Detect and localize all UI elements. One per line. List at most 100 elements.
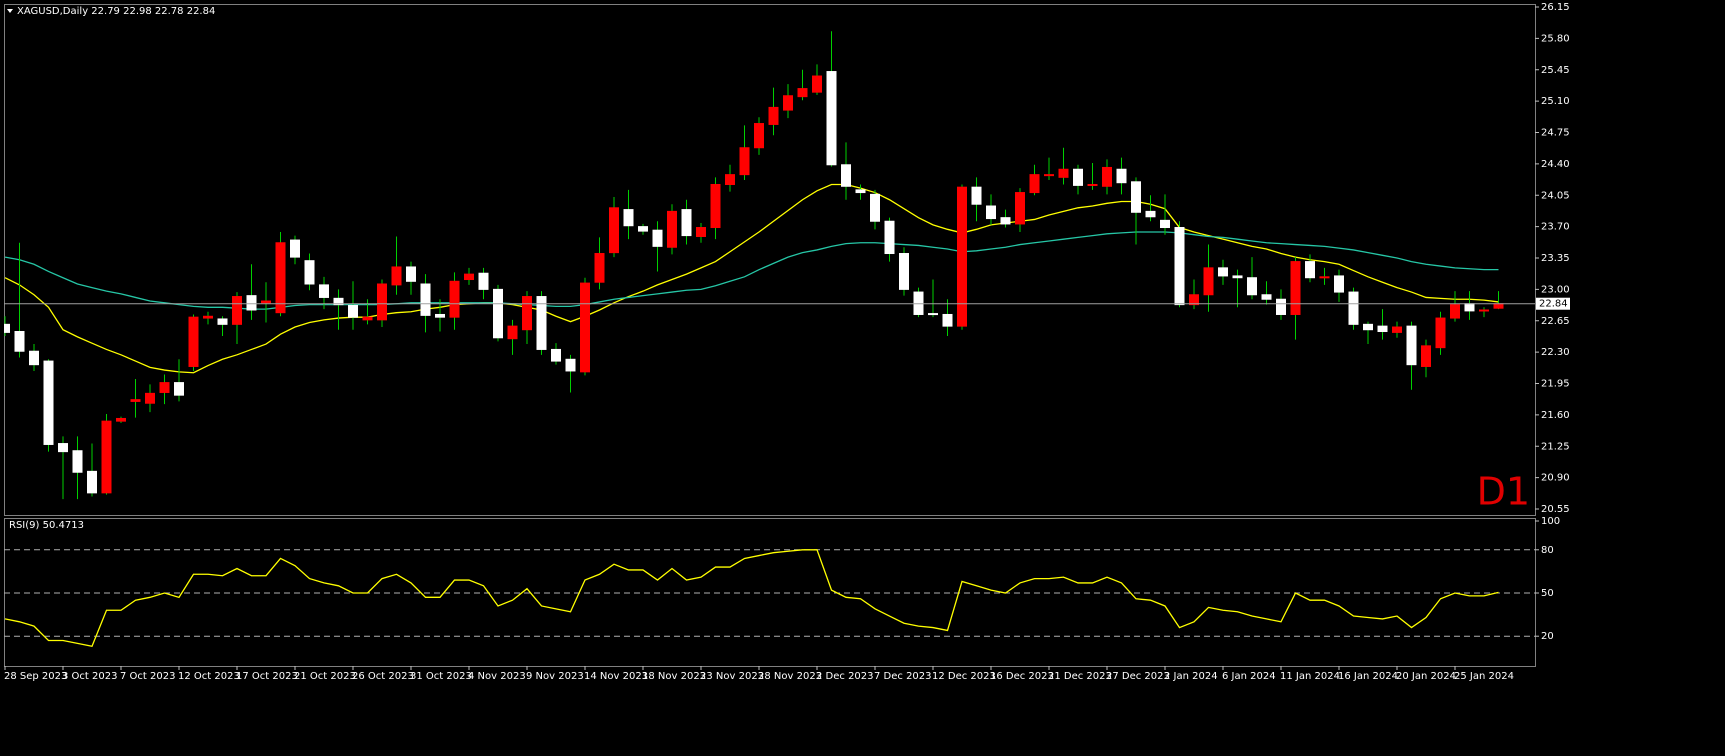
candle-body — [652, 229, 663, 247]
candle-body — [870, 193, 880, 222]
x-tick-label: 9 Nov 2023 — [526, 671, 584, 682]
x-tick-label: 2 Dec 2023 — [816, 671, 874, 682]
x-tick-label: 7 Oct 2023 — [120, 671, 175, 682]
candle-body — [1406, 325, 1417, 366]
y-tick-label: 25.80 — [1541, 33, 1570, 44]
y-tick-label: 100 — [1541, 516, 1560, 527]
x-tick-label: 16 Jan 2024 — [1338, 671, 1398, 682]
candle-body — [87, 470, 97, 494]
candle-body — [1232, 275, 1243, 279]
y-tick-label: 21.25 — [1541, 441, 1570, 452]
candle-body — [1247, 277, 1257, 296]
candle-body — [623, 209, 634, 227]
candle-body — [1203, 267, 1214, 296]
x-tick-label: 26 Oct 2023 — [352, 671, 414, 682]
candle-body — [696, 227, 706, 237]
candle-body — [217, 318, 228, 325]
x-tick-label: 3 Oct 2023 — [62, 671, 117, 682]
candle-body — [333, 297, 344, 306]
candle-body — [594, 253, 605, 283]
candle-body — [72, 450, 83, 473]
candle-body — [1305, 261, 1315, 279]
candle-body — [362, 316, 373, 321]
candle-body — [1044, 174, 1054, 177]
candle-body — [391, 266, 402, 286]
x-tick-label: 21 Oct 2023 — [294, 671, 356, 682]
y-tick-label: 26.15 — [1541, 2, 1570, 13]
y-tick-label: 24.75 — [1541, 128, 1570, 139]
candle-body — [130, 399, 141, 402]
x-tick-label: 12 Dec 2023 — [932, 671, 996, 682]
last-price-box — [1536, 297, 1570, 310]
y-tick-label: 24.05 — [1541, 190, 1570, 201]
x-tick-label: 21 Dec 2023 — [1048, 671, 1112, 682]
candle-body — [1290, 261, 1301, 315]
candle-body — [435, 313, 445, 318]
candle-body — [1218, 267, 1228, 277]
candle-body — [1464, 303, 1475, 312]
candle-body — [768, 106, 779, 125]
candle-body — [986, 205, 996, 220]
candle-body — [493, 288, 503, 339]
y-tick-label: 23.70 — [1541, 222, 1570, 233]
candle-body — [841, 164, 851, 187]
candle-body — [1261, 294, 1272, 300]
y-tick-label: 24.40 — [1541, 159, 1570, 170]
candle-body — [145, 392, 155, 404]
x-tick-label: 28 Nov 2023 — [758, 671, 822, 682]
candle-body — [1377, 325, 1388, 333]
candle-body — [565, 358, 576, 372]
candle-body — [667, 210, 677, 248]
candle-body — [710, 183, 721, 229]
candle-body — [14, 331, 25, 352]
candle-body — [1087, 183, 1098, 186]
candle-body — [304, 260, 315, 285]
candle-body — [1000, 217, 1011, 225]
candle-body — [797, 88, 808, 98]
candle-body — [739, 147, 750, 176]
candle-body — [1073, 168, 1083, 186]
candle-body — [971, 186, 982, 205]
candle-body — [159, 382, 170, 393]
menu-triangle — [7, 9, 13, 13]
candle-body — [899, 253, 909, 290]
candle-body — [464, 273, 474, 281]
candle-body — [188, 316, 199, 367]
y-tick-label: 80 — [1541, 545, 1554, 556]
x-tick-label: 31 Oct 2023 — [410, 671, 472, 682]
candle-body — [58, 443, 68, 453]
y-tick-label: 22.30 — [1541, 347, 1570, 358]
candle-body — [1160, 219, 1170, 229]
candle-body — [1189, 294, 1199, 306]
candle-body — [232, 296, 242, 325]
candle-body — [319, 284, 329, 298]
x-tick-label: 25 Jan 2024 — [1454, 671, 1514, 682]
candle-body — [638, 226, 648, 232]
candle-body — [725, 174, 735, 185]
x-tick-label: 2 Jan 2024 — [1164, 671, 1218, 682]
y-tick-label: 20 — [1541, 631, 1554, 642]
x-tick-label: 6 Jan 2024 — [1222, 671, 1276, 682]
candle-body — [43, 360, 54, 445]
candle-body — [1493, 303, 1504, 309]
candle-body — [449, 280, 460, 318]
x-tick-label: 28 Sep 2023 — [4, 671, 67, 682]
candle-body — [1348, 291, 1359, 325]
candle-body — [1392, 326, 1402, 333]
x-tick-label: 12 Oct 2023 — [178, 671, 240, 682]
series-line — [4, 549, 1499, 648]
candle-body — [1102, 166, 1112, 187]
candle-body — [507, 325, 518, 340]
candle-body — [246, 295, 257, 311]
candle-body — [1450, 304, 1460, 319]
y-tick-label: 23.35 — [1541, 253, 1570, 264]
main-panel — [4, 4, 1536, 516]
y-tick-label: 23.00 — [1541, 284, 1570, 295]
candle-body — [377, 283, 387, 321]
main-plot — [4, 31, 1535, 500]
candle-body — [1435, 317, 1446, 349]
x-tick-label: 18 Nov 2023 — [642, 671, 706, 682]
y-tick-label: 20.55 — [1541, 504, 1570, 515]
series-line — [4, 183, 1499, 374]
